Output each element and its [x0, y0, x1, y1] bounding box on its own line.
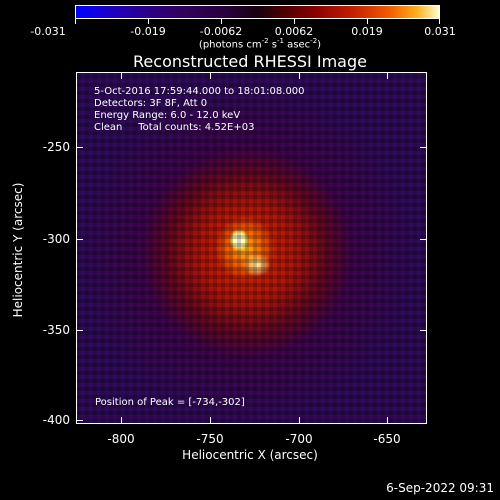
x-tick-label: -750: [196, 432, 224, 446]
x-tick: [210, 73, 211, 79]
x-tick-label: -650: [373, 432, 401, 446]
colorbar-tick: [439, 19, 440, 24]
y-tick-label: -300: [42, 232, 70, 246]
x-tick-label: -700: [285, 432, 313, 446]
x-tick: [121, 417, 122, 423]
y-tick: [77, 420, 83, 421]
y-tick: [77, 147, 83, 148]
y-tick-label: -250: [42, 140, 70, 154]
colorbar-tick: [148, 19, 149, 24]
y-axis-title: Heliocentric Y (arcsec): [11, 182, 25, 318]
y-tick-label: -350: [42, 323, 70, 337]
info-time: 5-Oct-2016 17:59:44.000 to 18:01:08.000: [94, 86, 305, 97]
info-energy: Energy Range: 6.0 - 12.0 keV: [94, 110, 241, 121]
colorbar-tick: [367, 19, 368, 24]
x-tick: [121, 73, 122, 79]
x-tick: [299, 417, 300, 423]
rhessi-image: 5-Oct-2016 17:59:44.000 to 18:01:08.000 …: [76, 72, 427, 424]
y-tick: [77, 239, 83, 240]
info-clean: Clean Total counts: 4.52E+03: [94, 122, 255, 133]
colorbar-label: 0.0062: [274, 25, 314, 38]
colorbar-unit: (photons cm-2 s-1 asec-2): [198, 37, 322, 51]
x-tick: [387, 73, 388, 79]
x-axis-title: Heliocentric X (arcsec): [182, 448, 318, 462]
colorbar-label: -0.0062: [199, 25, 243, 38]
colorbar: [75, 5, 440, 19]
info-detectors: Detectors: 3F 8F, Att 0: [94, 98, 208, 109]
colorbar-label: 0.019: [351, 25, 383, 38]
peak-position: Position of Peak = [-734,-302]: [95, 397, 245, 408]
y-tick-label: -400: [42, 413, 70, 427]
colorbar-label: -0.019: [130, 25, 166, 38]
y-tick: [77, 330, 83, 331]
y-tick: [420, 330, 426, 331]
y-tick: [420, 147, 426, 148]
colorbar-tick: [294, 19, 295, 24]
y-tick: [420, 239, 426, 240]
colorbar-label: -0.031: [30, 25, 66, 38]
colorbar-label: 0.031: [424, 25, 456, 38]
x-tick-label: -800: [107, 432, 135, 446]
plot-title: Reconstructed RHESSI Image: [133, 52, 367, 71]
timestamp: 6-Sep-2022 09:31: [386, 481, 494, 495]
x-tick: [387, 417, 388, 423]
colorbar-tick: [221, 19, 222, 24]
x-tick: [210, 417, 211, 423]
colorbar-tick: [75, 19, 76, 24]
x-tick: [299, 73, 300, 79]
